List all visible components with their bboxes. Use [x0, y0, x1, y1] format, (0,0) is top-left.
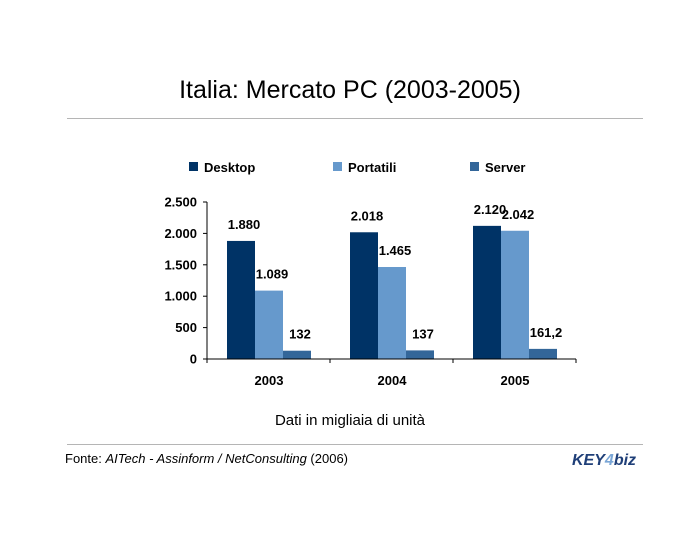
value-label-portatili-2005: 2.042: [502, 207, 535, 222]
legend-swatch-server: [470, 162, 479, 171]
source-note: Fonte: AITech - Assinform / NetConsultin…: [65, 451, 348, 466]
bar-portatili-2005: [501, 230, 529, 359]
source-year: (2006): [306, 451, 349, 466]
logo-four: 4: [604, 452, 614, 469]
chart-subtitle: Dati in migliaia di unità: [274, 412, 426, 429]
y-tick-label: 1.000: [164, 289, 197, 304]
key4biz-logo: KEY4biz: [572, 452, 636, 469]
logo-biz: biz: [614, 452, 636, 469]
x-tick-label: 2005: [501, 373, 530, 388]
value-label-portatili-2003: 1.089: [256, 267, 289, 282]
legend-label-desktop: Desktop: [204, 160, 255, 175]
x-axis: 2003 2004 2005: [206, 358, 577, 388]
legend-label-portatili: Portatili: [348, 160, 396, 175]
bar-chart: Desktop Portatili Server 0 500 1.000 1.500 2.0…: [164, 160, 577, 388]
value-label-desktop-2004: 2.018: [351, 208, 384, 223]
value-label-desktop-2003: 1.880: [228, 217, 261, 232]
legend-swatch-desktop: [189, 162, 198, 171]
bar-desktop-2005: [473, 225, 501, 359]
value-label-server-2003: 132: [289, 327, 311, 342]
value-label-server-2005: 161,2: [530, 325, 563, 340]
y-tick-label: 2.000: [164, 226, 197, 241]
y-axis: 0 500 1.000 1.500 2.000 2.500: [164, 195, 208, 367]
value-label-desktop-2005: 2.120: [474, 202, 507, 217]
y-tick-label: 500: [175, 320, 197, 335]
value-label-server-2004: 137: [412, 326, 434, 341]
legend-swatch-portatili: [333, 162, 342, 171]
y-tick-label: 0: [190, 352, 197, 367]
footer-divider: [67, 444, 643, 445]
svg-text:KEY4biz: KEY4biz: [572, 452, 636, 469]
x-tick-label: 2004: [378, 373, 408, 388]
bar-portatili-2004: [378, 266, 406, 359]
bar-server-2004: [406, 350, 434, 359]
value-label-portatili-2004: 1.465: [379, 243, 412, 258]
bar-portatili-2003: [255, 290, 283, 359]
source-prefix: Fonte:: [65, 451, 106, 466]
bar-desktop-2003: [227, 240, 255, 359]
chart-legend: Desktop Portatili Server: [189, 160, 525, 175]
bar-server-2003: [283, 350, 311, 359]
title-divider: [67, 118, 643, 119]
logo-key: KEY: [572, 452, 606, 469]
page-title: Italia: Mercato PC (2003-2005): [179, 76, 521, 104]
source-authors: AITech - Assinform / NetConsulting: [105, 451, 307, 466]
y-tick-label: 1.500: [164, 257, 197, 272]
bar-desktop-2004: [350, 232, 378, 359]
legend-label-server: Server: [485, 160, 525, 175]
y-tick-label: 2.500: [164, 195, 197, 210]
bar-server-2005: [529, 348, 557, 359]
x-tick-label: 2003: [255, 373, 284, 388]
